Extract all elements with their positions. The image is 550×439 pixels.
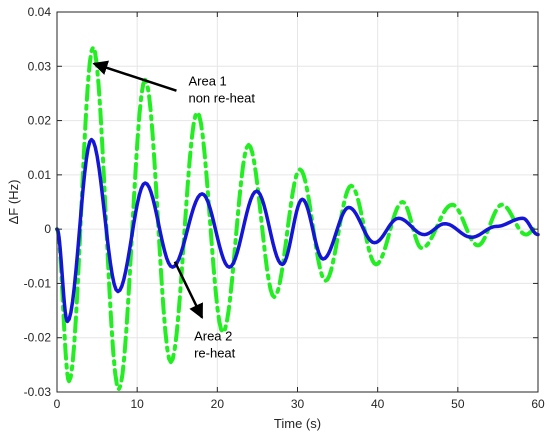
y-tick-label: -0.03 <box>24 385 52 399</box>
series-line-2 <box>55 137 540 324</box>
tick-marks <box>56 11 539 393</box>
y-tick-label: 0.01 <box>28 168 52 182</box>
y-axis-label: ΔF (Hz) <box>6 180 21 225</box>
annotations: Area 1 non re-heat Area 2 re-heat <box>92 60 255 360</box>
annotation-label-2: Area 2 <box>194 328 232 343</box>
x-tick-label: 40 <box>371 397 385 411</box>
annotation-arrow-1 <box>92 60 177 92</box>
x-tick-label: 30 <box>291 397 305 411</box>
x-tick-label: 20 <box>211 397 225 411</box>
x-tick-label: 60 <box>531 397 545 411</box>
annotation-label-2: re-heat <box>194 345 236 360</box>
y-tick-label: -0.01 <box>24 276 52 290</box>
tick-labels: 0 10 20 30 40 50 60 -0.03 -0.02 -0.01 0 0.01 0.02 0.0… <box>24 5 545 411</box>
x-tick-label: 10 <box>130 397 144 411</box>
series-layer <box>55 45 540 392</box>
y-tick-label: 0.03 <box>28 59 52 73</box>
x-axis-label: Time (s) <box>274 416 321 431</box>
annotation-label-1: non re-heat <box>188 90 255 105</box>
series-line-1 <box>55 45 540 392</box>
y-tick-label: 0.04 <box>28 5 52 19</box>
y-tick-label: -0.02 <box>24 331 52 345</box>
x-tick-label: 0 <box>54 397 61 411</box>
grid <box>56 11 539 393</box>
y-tick-label: 0 <box>44 222 51 236</box>
x-tick-label: 50 <box>451 397 465 411</box>
y-tick-label: 0.02 <box>28 114 52 128</box>
annotation-label-1: Area 1 <box>188 73 226 88</box>
annotation-arrow-2 <box>173 261 204 319</box>
